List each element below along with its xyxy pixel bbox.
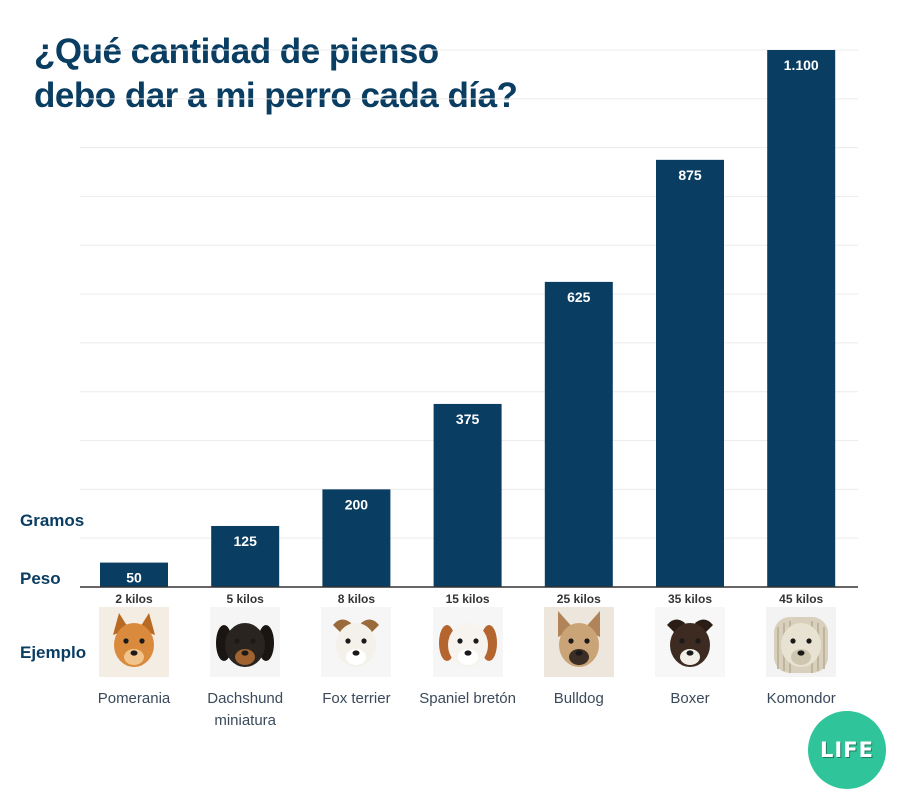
- bar-value-label: 375: [456, 411, 480, 427]
- weight-label: 2 kilos: [115, 592, 153, 606]
- weight-label: 45 kilos: [779, 592, 824, 606]
- bar-6: [656, 159, 724, 587]
- breed-name: Pomerania: [74, 688, 194, 710]
- fox-terrier-dog-icon: [321, 607, 392, 677]
- life-logo-text: LIFE: [820, 738, 874, 762]
- bar-value-label: 50: [126, 570, 142, 586]
- breed-name-line-1: Komondor: [766, 690, 836, 707]
- breed-name-line-1: Pomerania: [97, 690, 171, 707]
- chart-title-line-2: debo dar a mi perro cada día?: [34, 76, 518, 115]
- example-row-label: Ejemplo: [20, 643, 87, 662]
- bar-7: [767, 50, 836, 587]
- breed-name: Spaniel bretón: [408, 688, 528, 710]
- boxer-dog-icon: [655, 607, 725, 677]
- bar-2: [211, 525, 280, 587]
- dachshund-dog-icon: [210, 607, 281, 677]
- breed-name-line-1: Fox terrier: [322, 690, 391, 707]
- bar-4: [433, 403, 502, 587]
- bar-value-label: 1.100: [784, 57, 819, 73]
- breed-name-line-1: Boxer: [670, 690, 710, 707]
- bar-5: [544, 281, 613, 587]
- life-logo-badge: LIFE: [808, 711, 886, 789]
- weight-label: 8 kilos: [337, 592, 376, 606]
- bar-value-label: 875: [678, 167, 702, 183]
- weight-label: 35 kilos: [667, 592, 713, 606]
- bar-1: [100, 562, 168, 587]
- breed-name: Dachshund miniatura: [185, 688, 305, 732]
- bar-value-label: 200: [345, 496, 369, 512]
- bar-value-label: 125: [234, 533, 258, 549]
- breed-name-line-1: Dachshund: [207, 690, 284, 707]
- breed-name-line-1: Spaniel bretón: [419, 690, 516, 707]
- bulldog-dog-icon: [543, 607, 614, 677]
- breed-name: Fox terrier: [296, 688, 416, 710]
- chart-title-line-1: ¿Qué cantidad de pienso: [34, 32, 439, 71]
- bar-value-label: 625: [567, 289, 591, 305]
- weight-label: 5 kilos: [226, 592, 264, 606]
- weight-label: 25 kilos: [556, 592, 601, 606]
- komondor-dog-icon: [766, 607, 837, 677]
- breed-name: Boxer: [630, 688, 750, 710]
- pomeranian-dog-icon: [99, 607, 169, 677]
- weight-label: 15 kilos: [445, 592, 490, 606]
- bar-3: [322, 489, 391, 587]
- breed-name: Bulldog: [519, 688, 639, 710]
- weight-row-label: Peso: [20, 569, 61, 588]
- breed-name-line-2: miniatura: [214, 712, 277, 729]
- breed-name-line-1: Bulldog: [553, 690, 604, 707]
- spaniel-dog-icon: [432, 607, 503, 677]
- bar-chart: 50 125 200 375 625 875 1.100: [80, 49, 858, 588]
- grams-row-label: Gramos: [20, 511, 85, 530]
- breed-name: Komondor: [741, 688, 861, 710]
